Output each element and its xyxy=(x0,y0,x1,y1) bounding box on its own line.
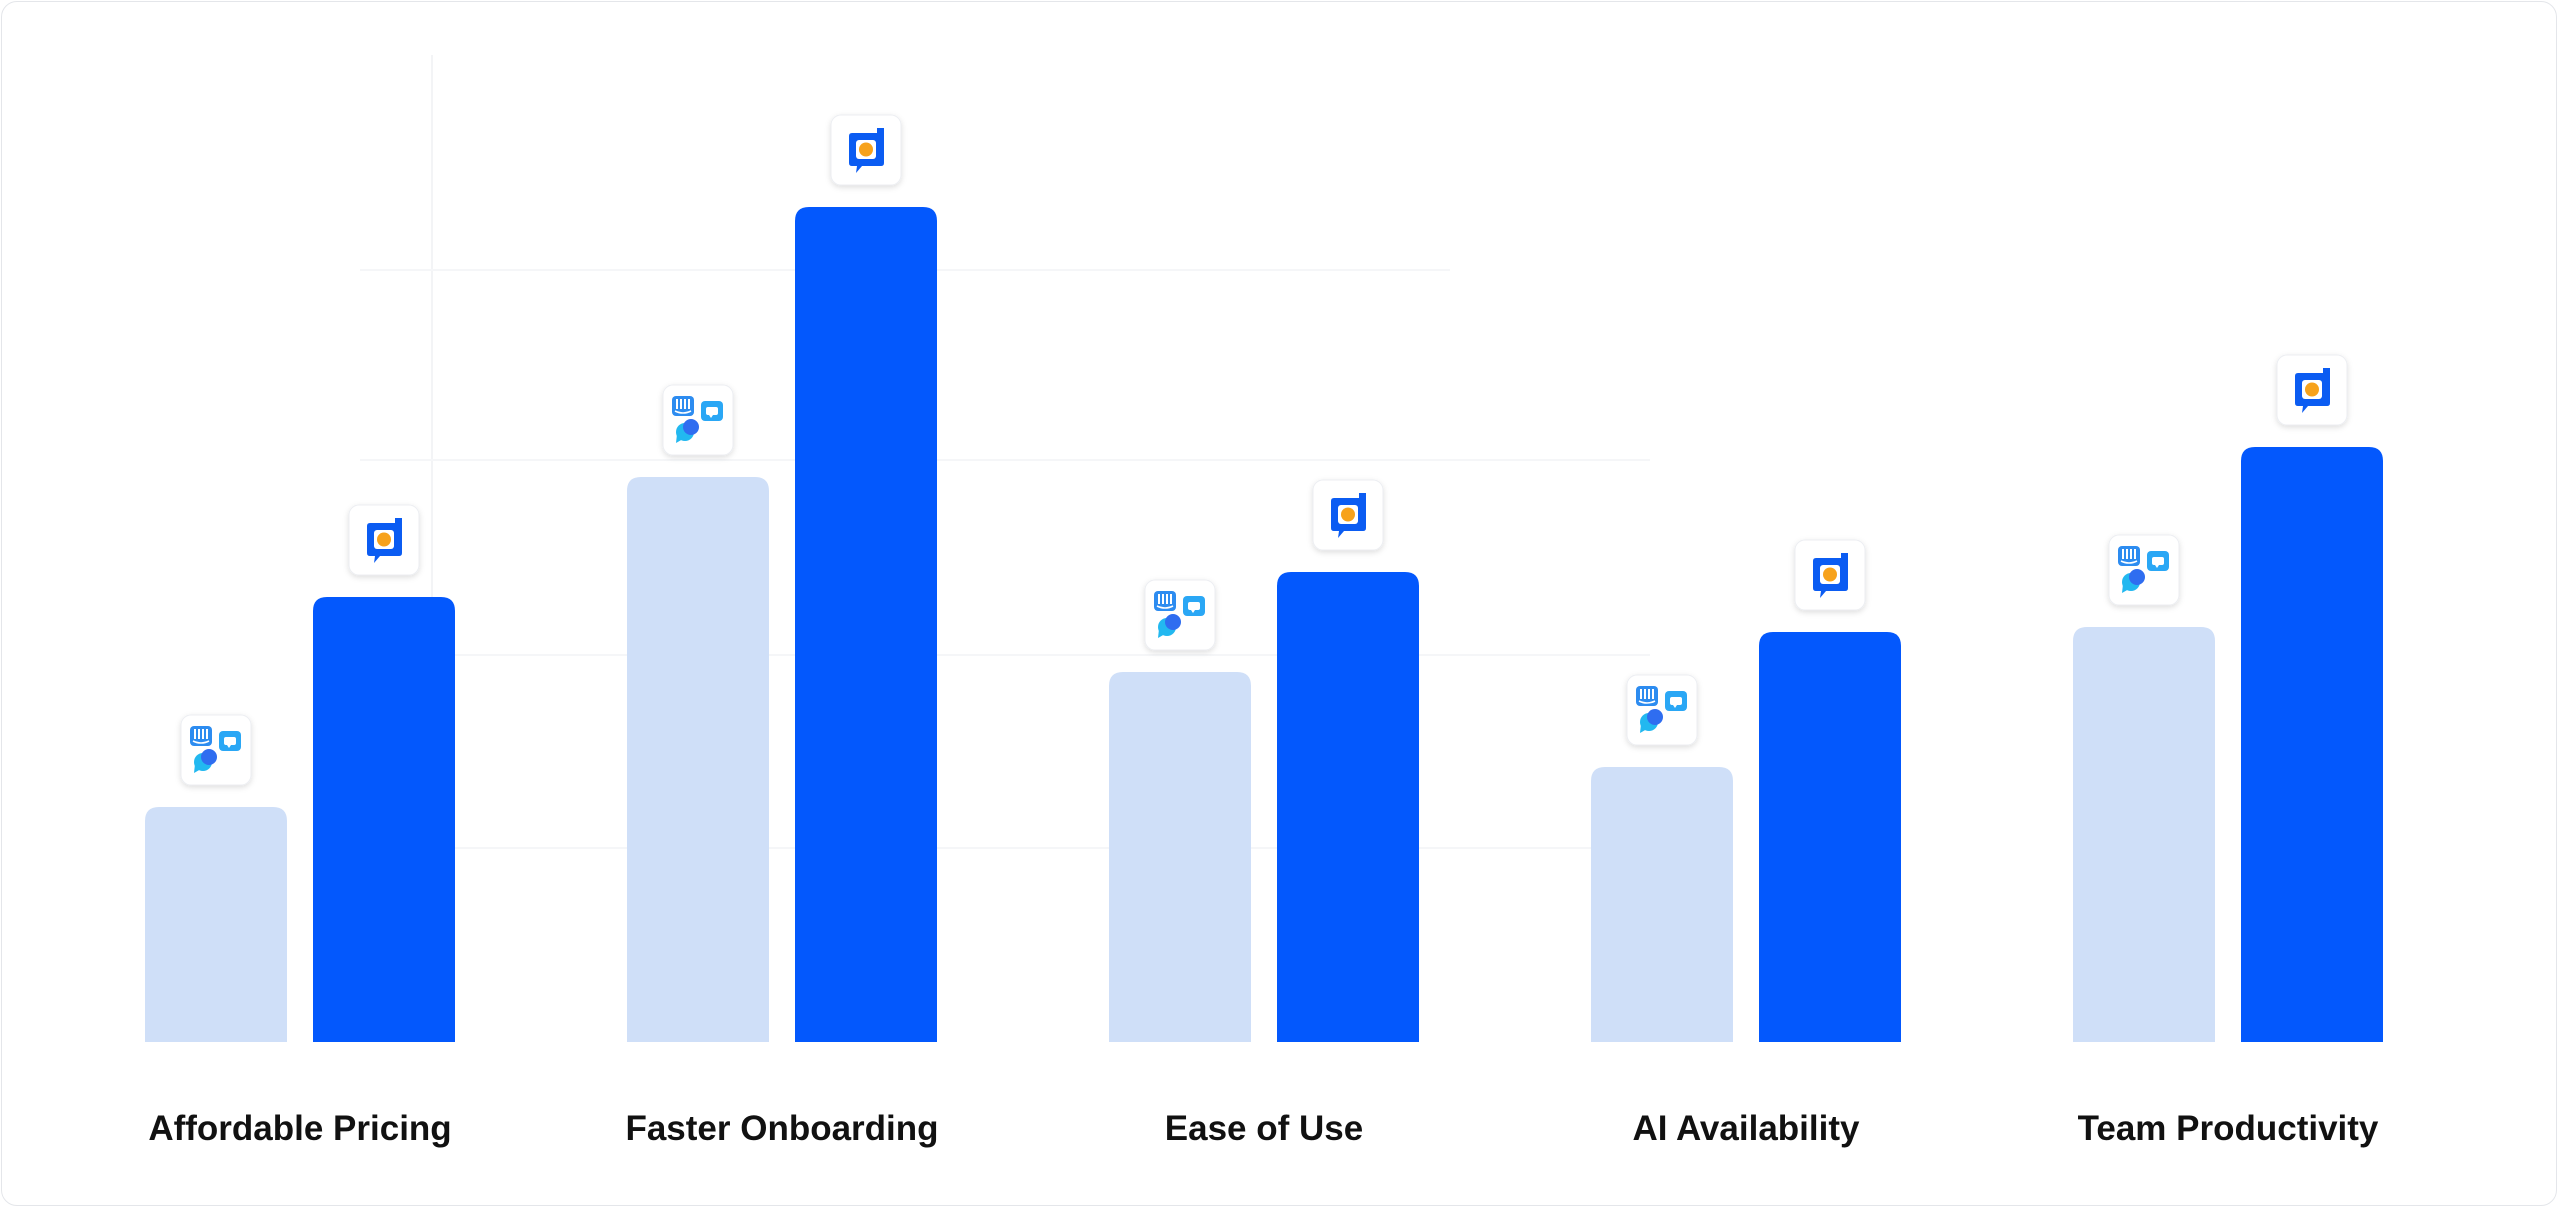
brand-logo-icon xyxy=(348,504,420,576)
competitor-apps-icon xyxy=(180,714,252,786)
competitor-bar-1 xyxy=(145,807,287,1042)
category-label: Ease of Use xyxy=(1165,1109,1363,1148)
brand-bar-1 xyxy=(313,597,455,1042)
competitor-apps-icon xyxy=(1144,579,1216,651)
brand-bar-5 xyxy=(2241,447,2383,1042)
competitor-bar-3 xyxy=(1109,672,1251,1042)
brand-logo-icon xyxy=(2276,354,2348,426)
competitor-bar-4 xyxy=(1591,767,1733,1042)
category-label: Faster Onboarding xyxy=(625,1109,938,1148)
competitor-apps-icon xyxy=(662,384,734,456)
faint-guides xyxy=(360,55,1650,1040)
category-label: Team Productivity xyxy=(2078,1109,2379,1148)
category-label: AI Availability xyxy=(1633,1109,1860,1148)
brand-logo-icon xyxy=(1312,479,1384,551)
competitor-bar-2 xyxy=(627,477,769,1042)
competitor-apps-icon xyxy=(2108,534,2180,606)
brand-bar-2 xyxy=(795,207,937,1042)
brand-logo-icon xyxy=(830,114,902,186)
brand-logo-icon xyxy=(1794,539,1866,611)
competitor-apps-icon xyxy=(1626,674,1698,746)
brand-bar-4 xyxy=(1759,632,1901,1042)
brand-bar-3 xyxy=(1277,572,1419,1042)
competitor-bar-5 xyxy=(2073,627,2215,1042)
category-label: Affordable Pricing xyxy=(148,1109,451,1148)
